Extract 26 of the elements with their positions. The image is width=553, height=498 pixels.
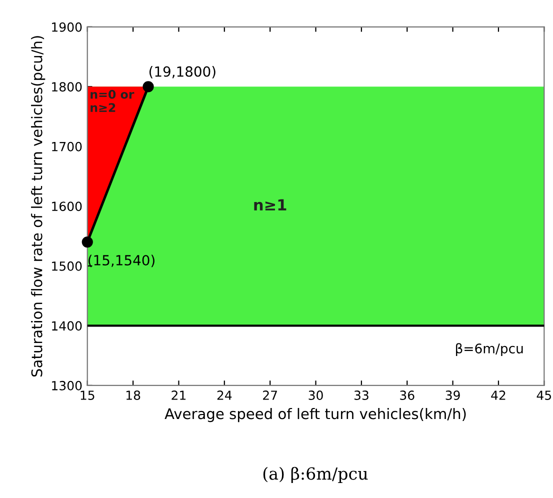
y-tick-label: 1900	[52, 22, 82, 32]
x-axis-title: Average speed of left turn vehicles(km/h)	[164, 408, 466, 422]
y-tick-label: 1600	[52, 202, 82, 212]
annotation: β=6m/pcu	[456, 343, 523, 356]
y-tick-label: 1400	[52, 321, 82, 331]
annotation: (15,1540)	[88, 254, 154, 268]
text: (a) β:6m/pcu	[263, 466, 368, 484]
x-tick-label: 24	[217, 390, 232, 400]
y-tick-label: 1700	[52, 142, 82, 152]
x-tick-label: 45	[536, 390, 552, 400]
x-tick-label: 18	[126, 390, 140, 400]
x-tick-label: 36	[400, 390, 414, 400]
x-tick-label: 27	[263, 390, 277, 400]
y-tick-label: 1300	[52, 380, 82, 390]
x-tick-label: 42	[491, 390, 506, 400]
band-label: n≥1	[254, 199, 286, 210]
annotation: n=0 or n≥2	[90, 90, 134, 112]
x-tick-label: 33	[354, 390, 368, 400]
annotation: (19,1800)	[149, 66, 216, 78]
x-tick-label: 39	[446, 390, 460, 400]
x-tick-label: 30	[308, 390, 323, 400]
y-tick-label: 1800	[52, 82, 82, 92]
x-tick-label: 21	[172, 390, 186, 400]
x-tick-label: 15	[80, 390, 94, 400]
y-tick-label: 1500	[52, 261, 82, 271]
y-axis-title: Saturation flow rate of left turn vehicles(pcu/h)	[31, 36, 46, 377]
